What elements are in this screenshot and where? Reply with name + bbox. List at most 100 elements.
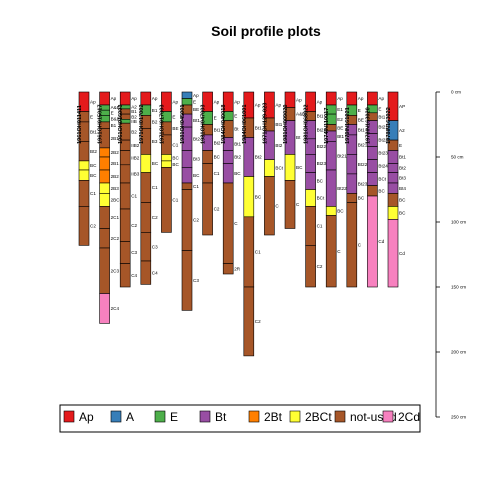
horizon-label: C2 (152, 215, 158, 220)
horizon-label: Bt1 (193, 118, 200, 123)
horizon-label: E (172, 114, 175, 119)
profile-id-label: 1971OH129-023 (262, 103, 268, 144)
horizon-rect (222, 150, 234, 164)
profile-id-label: 1984OH061001 (242, 104, 248, 144)
horizon-rect (140, 91, 152, 106)
horizon-rect (367, 91, 378, 106)
horizon-label: C2 (193, 218, 199, 223)
horizon-label: Bt1 (399, 155, 406, 160)
horizon-label: C1 (193, 184, 199, 189)
horizon-rect (387, 193, 399, 207)
horizon-label: IIB2 (131, 155, 140, 160)
horizon-label: C4 (152, 270, 158, 275)
depth-tick-label: 200 cm (451, 350, 466, 355)
horizon-label: C2 (317, 264, 323, 269)
horizon-label: BC (358, 196, 365, 201)
horizon-rect (119, 208, 131, 242)
horizon-label: E (358, 108, 361, 113)
horizon-label: C1 (131, 194, 137, 199)
horizon-label: C2 (255, 319, 261, 324)
profile: Ap E Bt1 Bt21 Bt22 Bt23 Bt24 BCt BC Cd 1978IN16302… (365, 91, 388, 288)
horizon-label: Bt2 (214, 140, 221, 145)
horizon-rect (99, 169, 110, 184)
profile-id-label: 1981OH045001 (180, 104, 186, 144)
profile-id-label: 1971OH017002 (139, 104, 145, 144)
horizon-rect (140, 260, 152, 285)
profile-id-label: 1978IN163020 (365, 107, 371, 144)
horizon-label: Bt23 (378, 151, 388, 156)
horizon-label: Bt22 (378, 138, 388, 143)
profile: Ap E Bt1 Bt2 BC BC C1 C2 1961OH011411 (77, 91, 97, 246)
legend-swatch (199, 410, 211, 423)
horizon-rect (181, 98, 193, 106)
horizon-label: Bt23 (358, 181, 368, 186)
horizon-rect (346, 173, 358, 194)
profile-id-label: 1974IN110017 (324, 108, 330, 144)
horizon-label: Bt22 (358, 162, 368, 167)
depth-tick-label: 0 cm (451, 90, 461, 95)
horizon-label: BC (172, 162, 179, 167)
horizon-label: Bt2 (234, 155, 241, 160)
horizon-rect (325, 206, 337, 216)
horizon-rect (367, 185, 378, 197)
profile: Ap B1 B2 B3 BC C1 C2 C3 C4 1971OH017002 (139, 91, 159, 285)
horizon-label: BC (399, 211, 406, 216)
horizon-label: 2B1 (111, 136, 120, 141)
legend-swatch (289, 410, 301, 423)
legend-swatch (334, 410, 346, 423)
horizon-label: E1 (337, 107, 343, 112)
profile-id-label: 1971OH017003 (159, 104, 165, 144)
profile: Ap E BE Bt1 Bt21 Bt22 Bt23 BC C 1979IN161021 (345, 91, 368, 288)
depth-axis: 0 cm 50 cm 100 cm 150 cm 200 cm 250 cm (435, 90, 466, 420)
horizon-label: B1 (111, 123, 117, 128)
horizon-label: BCt (378, 177, 386, 182)
horizon-label: Ap (317, 99, 323, 104)
profile-id-label: 1961OH015017 (98, 104, 104, 144)
horizon-rect (367, 195, 378, 288)
horizon-rect (99, 228, 110, 249)
horizon-label: Bt2 (275, 143, 282, 148)
horizon-label: Ap (296, 97, 302, 102)
horizon-label: 2B1 (111, 161, 120, 166)
horizon-label: BCt (317, 196, 325, 201)
horizon-label: BC (90, 173, 97, 178)
horizon-rect (99, 193, 110, 207)
horizon-label: 2BC (111, 198, 121, 203)
depth-tick-label: 150 cm (451, 285, 466, 290)
horizon-label: E (399, 143, 402, 148)
horizon-label: IIB3 (131, 172, 140, 177)
profile: ApE BE Bt1 Bt2 Bt3 BC C1 C2 C3 1981OH045001 (180, 91, 200, 311)
horizon-label: BC (255, 194, 262, 199)
horizon-label: Ap (193, 93, 199, 98)
horizon-label: 2R (234, 266, 241, 271)
horizon-rect (305, 154, 316, 173)
horizon-label: Bt1 (255, 125, 262, 130)
horizon-label: C1 (214, 171, 220, 176)
horizon-label: BCt (275, 166, 283, 171)
depth-tick-label: 250 cm (451, 415, 466, 420)
horizon-label: Ap (255, 103, 261, 108)
horizon-label: B3 (152, 139, 158, 144)
horizon-label: Cd (378, 239, 384, 244)
horizon-label: Bt21 (378, 125, 388, 130)
horizon-rect (305, 172, 316, 190)
horizon-label: A2 (131, 105, 137, 110)
horizon-rect (387, 182, 399, 194)
profile: Ap A&EEB&E B1 2B1 2B2 2B1 2B2 2B3 2BC 2C1 2C2 2C3 2C… (98, 91, 121, 324)
horizon-label: Bt21 (337, 153, 347, 158)
horizon-rect (325, 91, 337, 106)
legend-swatch (248, 410, 260, 423)
horizon-label: E (214, 116, 217, 121)
horizon-label: Bt21 (358, 142, 368, 147)
depth-tick-label: 100 cm (451, 220, 466, 225)
horizon-label: C3 (193, 278, 199, 283)
horizon-label: Bt3 (193, 157, 200, 162)
horizon-label: 2B3 (111, 186, 120, 191)
horizon-label: Ap (337, 96, 343, 101)
horizon-label: BC (337, 209, 344, 214)
horizon-rect (78, 180, 90, 207)
horizon-label: B2 (131, 114, 137, 119)
horizon-rect (99, 147, 110, 158)
horizon-label: E (378, 107, 381, 112)
legend-label: 2Bt (264, 410, 283, 424)
